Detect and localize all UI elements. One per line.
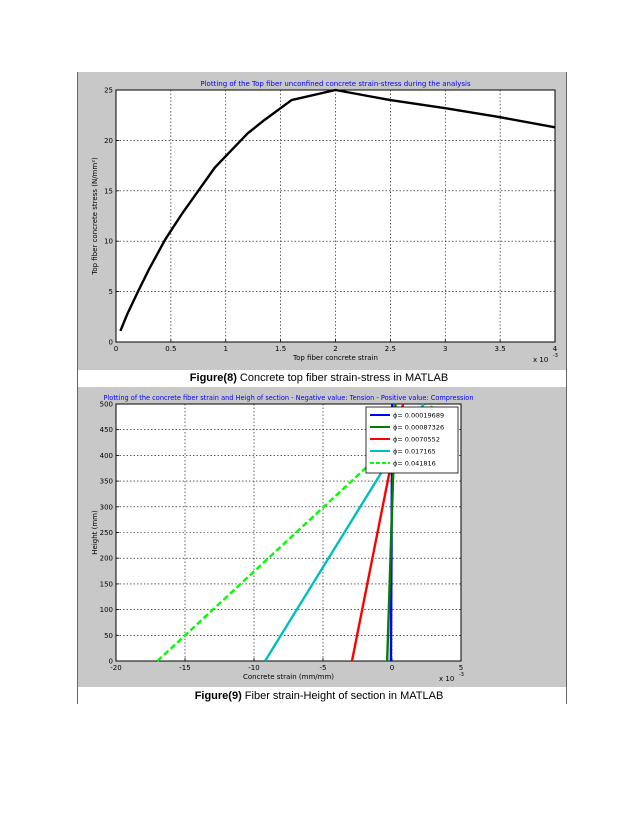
y-tick-label: 300 <box>100 503 113 511</box>
y-tick-label: 5 <box>109 288 113 296</box>
figure-8-caption: Figure(8) Concrete top fiber strain-stre… <box>0 372 638 384</box>
y-tick-label: 20 <box>104 137 113 145</box>
x-tick-label: 1.5 <box>275 345 286 353</box>
y-tick-label: 500 <box>100 401 113 409</box>
stress-strain-chart: Plotting of the Top fiber unconfined con… <box>91 80 558 364</box>
y-tick-label: 450 <box>100 426 113 434</box>
y-tick-label: 25 <box>104 87 113 95</box>
legend-label-3: ϕ= 0.0070552 <box>393 436 440 444</box>
y-tick-label: 0 <box>109 658 113 666</box>
page-border-left <box>77 72 78 704</box>
figure-9-caption-label: Figure(9) <box>194 690 242 702</box>
figure-9-plot: Plotting of the concrete fiber strain an… <box>78 387 566 687</box>
figure-9-caption-text: Fiber strain-Height of section in MATLAB <box>241 690 444 702</box>
x-tick-label: 1 <box>224 345 228 353</box>
x-tick-label: 5 <box>459 664 463 672</box>
chart-title: Plotting of the Top fiber unconfined con… <box>200 80 471 88</box>
x-exponent-power: -3 <box>553 353 558 359</box>
x-tick-label: 3 <box>443 345 447 353</box>
figure-8-caption-label: Figure(8) <box>189 372 237 384</box>
x-tick-label: 3.5 <box>495 345 506 353</box>
x-exponent-power: -3 <box>459 672 464 678</box>
x-axis-label: Top fiber concrete strain <box>292 354 378 362</box>
x-tick-label: -5 <box>320 664 327 672</box>
series-line-1 <box>119 88 556 332</box>
legend-label-2: ϕ= 0.00087326 <box>393 424 444 432</box>
x-exponent-label: x 10 <box>533 356 548 364</box>
y-tick-label: 10 <box>104 238 113 246</box>
legend-label-4: ϕ= 0.017165 <box>393 448 436 456</box>
strain-height-chart: Plotting of the concrete fiber strain an… <box>91 394 474 683</box>
x-tick-label: 0 <box>114 345 118 353</box>
y-tick-label: 400 <box>100 452 113 460</box>
figure-8-caption-text: Concrete top fiber strain-stress in MATL… <box>236 372 449 384</box>
y-tick-label: 50 <box>104 632 113 640</box>
chart-title: Plotting of the concrete fiber strain an… <box>104 394 474 402</box>
x-tick-label: 2 <box>333 345 337 353</box>
x-axis-label: Concrete strain (mm/mm) <box>243 673 334 681</box>
legend-label-5: ϕ= 0.041816 <box>393 460 436 468</box>
x-tick-label: 0 <box>390 664 394 672</box>
y-tick-label: 200 <box>100 555 113 563</box>
y-axis-label: Height (mm) <box>91 510 99 555</box>
y-tick-label: 350 <box>100 478 113 486</box>
y-tick-label: 15 <box>104 187 113 195</box>
y-tick-label: 0 <box>109 339 113 347</box>
x-exponent-label: x 10 <box>439 675 454 683</box>
x-tick-label: 4 <box>553 345 558 353</box>
x-tick-label: 2.5 <box>385 345 396 353</box>
figure-8-plot: Plotting of the Top fiber unconfined con… <box>78 72 566 370</box>
x-tick-label: -20 <box>110 664 121 672</box>
x-tick-label: -15 <box>179 664 190 672</box>
page-border-right <box>566 72 567 704</box>
y-tick-label: 100 <box>100 606 113 614</box>
y-tick-label: 250 <box>100 529 113 537</box>
x-tick-label: -10 <box>248 664 259 672</box>
y-axis-label: Top fiber concrete stress (N/mm²) <box>91 157 99 276</box>
legend-label-1: ϕ= 0.00019689 <box>393 412 444 420</box>
x-tick-label: 0.5 <box>165 345 176 353</box>
figure-9-caption: Figure(9) Fiber strain-Height of section… <box>0 690 638 702</box>
y-tick-label: 150 <box>100 580 113 588</box>
